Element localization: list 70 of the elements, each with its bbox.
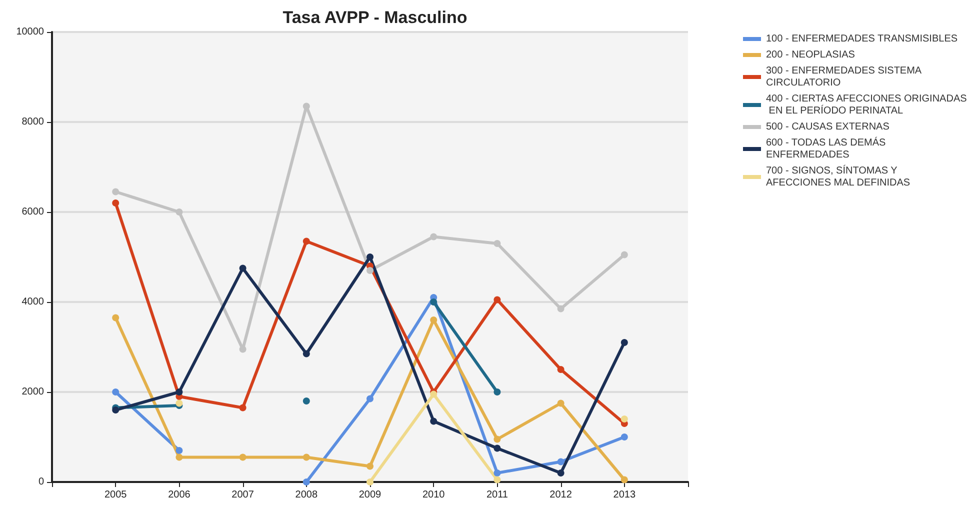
point	[557, 400, 564, 407]
legend-label: 100 - ENFERMEDADES TRANSMISIBLES	[766, 34, 958, 44]
y-tick-label: 0	[38, 476, 44, 488]
point	[430, 298, 438, 306]
x-tick-label: 2012	[550, 490, 572, 500]
point	[430, 233, 438, 240]
point	[366, 395, 374, 402]
point	[302, 102, 310, 110]
point	[239, 346, 246, 353]
point	[176, 454, 183, 461]
point	[494, 476, 501, 484]
point	[494, 240, 501, 247]
point	[302, 478, 310, 486]
point	[620, 416, 628, 422]
point	[302, 238, 310, 245]
point	[176, 400, 183, 407]
point	[557, 305, 564, 312]
point	[494, 296, 501, 304]
legend-label: 500 - CAUSAS EXTERNAS	[766, 122, 890, 132]
x-tick-label: 2011	[486, 490, 508, 500]
point	[430, 418, 438, 425]
point	[176, 388, 183, 396]
point	[366, 267, 374, 274]
y-tick-label: 2000	[22, 386, 44, 398]
point	[239, 454, 246, 461]
point	[620, 476, 628, 484]
x-tick-label: 2008	[295, 490, 318, 500]
point	[557, 458, 564, 466]
point	[494, 436, 501, 443]
x-tick-label: 2007	[232, 490, 254, 500]
point	[176, 447, 183, 454]
point	[557, 470, 564, 476]
point	[366, 478, 374, 486]
x-tick-label: 2006	[168, 490, 191, 500]
y-tick-label: 6000	[22, 206, 44, 218]
legend-label: 300 - ENFERMEDADES SISTEMA CIRCULATORIO	[766, 66, 924, 88]
point	[112, 314, 120, 322]
point	[620, 339, 628, 346]
point	[557, 366, 564, 373]
y-tick-label: 10000	[16, 26, 44, 38]
point	[302, 398, 310, 404]
point	[366, 462, 374, 470]
legend-label: 700 - SIGNOS, SÍNTOMAS Y AFECCIONES MAL DEFINIDAS	[766, 164, 910, 188]
point	[302, 454, 310, 461]
point	[620, 251, 628, 258]
point	[430, 316, 438, 324]
point	[494, 388, 501, 396]
point	[430, 390, 438, 398]
point	[112, 200, 120, 206]
point	[176, 208, 183, 216]
x-tick-label: 2005	[104, 490, 128, 500]
point	[494, 470, 501, 476]
point	[366, 254, 374, 260]
point	[112, 406, 120, 414]
x-tick-label: 2009	[358, 490, 382, 500]
point	[239, 404, 246, 412]
chart-title: Tasa AVPP - Masculino	[282, 8, 468, 27]
x-tick-label: 2010	[422, 490, 446, 500]
point	[620, 434, 628, 440]
legend-label: 200 - NEOPLASIAS	[766, 50, 856, 60]
point	[112, 188, 120, 196]
legend-label: 600 - TODAS LAS DEMÁS ENFERMEDADES	[766, 136, 888, 160]
x-tick-label: 2013	[613, 490, 636, 500]
point	[494, 444, 501, 452]
legend-label: 400 - CIERTAS AFECCIONES ORIGINADAS EN EL PERÍODO PERINATAL	[766, 94, 968, 116]
y-tick-label: 4000	[22, 296, 44, 308]
point	[112, 388, 120, 396]
point	[239, 264, 246, 272]
point	[302, 350, 310, 358]
y-tick-label: 8000	[22, 116, 44, 128]
